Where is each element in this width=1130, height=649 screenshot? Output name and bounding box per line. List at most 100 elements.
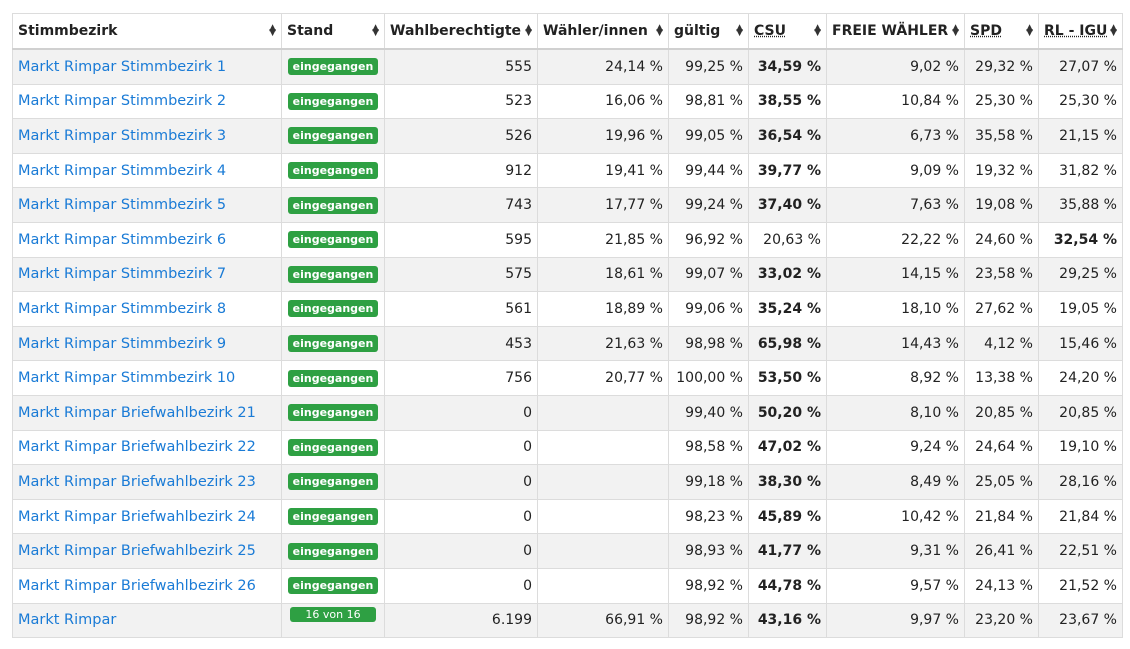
spd-cell: 19,32 % <box>964 152 1039 189</box>
column-header-stimmbezirk[interactable]: Stimmbezirk ▲ ▼ <box>12 13 282 50</box>
stand-cell: eingegangen <box>281 360 385 396</box>
column-header-label: Wahlberechtigte <box>390 23 522 39</box>
gueltig-cell: 99,06 % <box>668 291 749 327</box>
waehler-cell <box>537 533 669 569</box>
column-header-label: Stimmbezirk <box>18 23 118 39</box>
csu-cell: 36,54 % <box>748 118 827 154</box>
stand-cell: eingegangen <box>281 256 385 293</box>
sort-icon[interactable]: ▲ ▼ <box>372 23 379 38</box>
column-header-label: FREIE WÄHLER <box>832 23 949 39</box>
district-link[interactable]: Markt Rimpar Briefwahlbezirk 21 <box>18 404 256 421</box>
status-badge: eingegangen <box>287 438 379 456</box>
district-link[interactable]: Markt Rimpar Briefwahlbezirk 25 <box>18 543 256 560</box>
rl-cell: 35,88 % <box>1038 187 1123 223</box>
column-header-label: Wähler/innen <box>543 23 648 39</box>
sort-icon[interactable]: ▲ ▼ <box>269 23 276 38</box>
gueltig-cell: 98,92 % <box>668 567 749 604</box>
column-header-rl[interactable]: RL - IGU ▲ ▼ <box>1038 13 1123 50</box>
csu-cell: 34,59 % <box>748 48 827 85</box>
table-row: Markt Rimpar Stimmbezirk 7 eingegangen 575… <box>12 256 1123 293</box>
district-link[interactable]: Markt Rimpar Briefwahlbezirk 22 <box>18 439 256 456</box>
status-badge: eingegangen <box>287 196 379 214</box>
stand-cell: eingegangen <box>281 498 385 535</box>
stand-cell: eingegangen <box>281 187 385 223</box>
csu-cell: 43,16 % <box>748 602 827 639</box>
spd-cell: 24,60 % <box>964 221 1039 258</box>
table-row: Markt Rimpar Briefwahlbezirk 25 eingegang… <box>12 533 1123 569</box>
district-link[interactable]: Markt Rimpar Stimmbezirk 2 <box>18 93 227 110</box>
sort-icon[interactable]: ▲ ▼ <box>525 23 532 38</box>
district-link[interactable]: Markt Rimpar <box>18 612 117 629</box>
table-row: Markt Rimpar Stimmbezirk 4 eingegangen 912… <box>12 152 1123 189</box>
column-header-fw[interactable]: FREIE WÄHLER ▲ ▼ <box>826 13 965 50</box>
stand-cell: 16 von 16 <box>281 602 385 639</box>
spd-cell: 4,12 % <box>964 325 1039 362</box>
status-badge: eingegangen <box>287 265 379 283</box>
total-row: Markt Rimpar 16 von 16 6.199 66,91 % 98,92 %… <box>12 602 1123 639</box>
district-link[interactable]: Markt Rimpar Stimmbezirk 4 <box>18 162 227 179</box>
stand-cell: eingegangen <box>281 394 385 431</box>
status-badge: 16 von 16 <box>290 607 376 623</box>
status-badge: eingegangen <box>287 127 379 145</box>
sort-icon[interactable]: ▲ ▼ <box>1026 23 1033 38</box>
district-cell: Markt Rimpar <box>12 602 282 639</box>
district-link[interactable]: Markt Rimpar Stimmbezirk 8 <box>18 300 227 317</box>
table-row: Markt Rimpar Briefwahlbezirk 26 eingegang… <box>12 567 1123 604</box>
sort-icon[interactable]: ▲ ▼ <box>736 23 743 38</box>
csu-cell: 53,50 % <box>748 360 827 396</box>
rl-cell: 28,16 % <box>1038 464 1123 500</box>
spd-cell: 13,38 % <box>964 360 1039 396</box>
district-link[interactable]: Markt Rimpar Briefwahlbezirk 26 <box>18 577 256 594</box>
fw-cell: 9,31 % <box>826 533 965 569</box>
district-link[interactable]: Markt Rimpar Stimmbezirk 7 <box>18 266 227 283</box>
column-header-gueltig[interactable]: gültig ▲ ▼ <box>668 13 749 50</box>
district-link[interactable]: Markt Rimpar Stimmbezirk 9 <box>18 335 227 352</box>
column-header-wahlberechtigte[interactable]: Wahlberechtigte ▲ ▼ <box>384 13 538 50</box>
status-badge: eingegangen <box>287 577 379 595</box>
spd-cell: 20,85 % <box>964 394 1039 431</box>
district-link[interactable]: Markt Rimpar Briefwahlbezirk 23 <box>18 473 256 490</box>
fw-cell: 9,02 % <box>826 48 965 85</box>
fw-cell: 7,63 % <box>826 187 965 223</box>
stand-cell: eingegangen <box>281 291 385 327</box>
rl-cell: 27,07 % <box>1038 48 1123 85</box>
gueltig-cell: 98,23 % <box>668 498 749 535</box>
column-header-stand[interactable]: Stand ▲ ▼ <box>281 13 385 50</box>
gueltig-cell: 99,44 % <box>668 152 749 189</box>
status-badge: eingegangen <box>287 369 379 387</box>
column-header-label: CSU <box>754 23 786 39</box>
column-header-spd[interactable]: SPD ▲ ▼ <box>964 13 1039 50</box>
district-link[interactable]: Markt Rimpar Briefwahlbezirk 24 <box>18 508 256 525</box>
results-table: Stimmbezirk ▲ ▼ Stand ▲ ▼ Wahlberechtigte ▲ ▼ Wäh… <box>12 13 1123 639</box>
csu-cell: 33,02 % <box>748 256 827 293</box>
column-header-csu[interactable]: CSU ▲ ▼ <box>748 13 827 50</box>
csu-cell: 41,77 % <box>748 533 827 569</box>
district-cell: Markt Rimpar Briefwahlbezirk 23 <box>12 464 282 500</box>
district-link[interactable]: Markt Rimpar Stimmbezirk 1 <box>18 58 227 75</box>
gueltig-cell: 99,07 % <box>668 256 749 293</box>
status-badge: eingegangen <box>287 231 379 249</box>
status-badge: eingegangen <box>287 300 379 318</box>
sort-icon[interactable]: ▲ ▼ <box>814 23 821 38</box>
sort-icon[interactable]: ▲ ▼ <box>1110 23 1117 38</box>
stand-cell: eingegangen <box>281 152 385 189</box>
fw-cell: 10,42 % <box>826 498 965 535</box>
csu-cell: 20,63 % <box>748 221 827 258</box>
sort-icon[interactable]: ▲ ▼ <box>952 23 959 38</box>
district-link[interactable]: Markt Rimpar Stimmbezirk 6 <box>18 231 227 248</box>
district-link[interactable]: Markt Rimpar Stimmbezirk 5 <box>18 197 227 214</box>
rl-cell: 25,30 % <box>1038 83 1123 120</box>
district-link[interactable]: Markt Rimpar Stimmbezirk 3 <box>18 127 227 144</box>
sort-icon[interactable]: ▲ ▼ <box>656 23 663 38</box>
stand-cell: eingegangen <box>281 533 385 569</box>
column-header-label: SPD <box>970 23 1002 39</box>
stand-cell: eingegangen <box>281 464 385 500</box>
waehler-cell <box>537 567 669 604</box>
column-header-waehler[interactable]: Wähler/innen ▲ ▼ <box>537 13 669 50</box>
district-link[interactable]: Markt Rimpar Stimmbezirk 10 <box>18 370 236 387</box>
fw-cell: 9,24 % <box>826 429 965 466</box>
table-row: Markt Rimpar Stimmbezirk 5 eingegangen 743… <box>12 187 1123 223</box>
district-cell: Markt Rimpar Stimmbezirk 8 <box>12 291 282 327</box>
waehler-cell: 66,91 % <box>537 602 669 639</box>
table-row: Markt Rimpar Stimmbezirk 6 eingegangen 595… <box>12 221 1123 258</box>
